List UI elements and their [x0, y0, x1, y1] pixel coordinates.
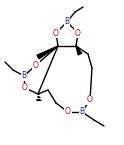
- Text: O: O: [75, 29, 81, 38]
- Text: B: B: [21, 71, 27, 80]
- Polygon shape: [76, 46, 82, 55]
- Polygon shape: [37, 46, 58, 59]
- Text: B: B: [64, 18, 70, 27]
- Text: O: O: [22, 84, 28, 93]
- Text: O: O: [33, 60, 39, 69]
- Text: B: B: [79, 107, 85, 116]
- Text: O: O: [65, 107, 71, 116]
- Text: O: O: [53, 29, 59, 38]
- Text: O: O: [87, 96, 93, 105]
